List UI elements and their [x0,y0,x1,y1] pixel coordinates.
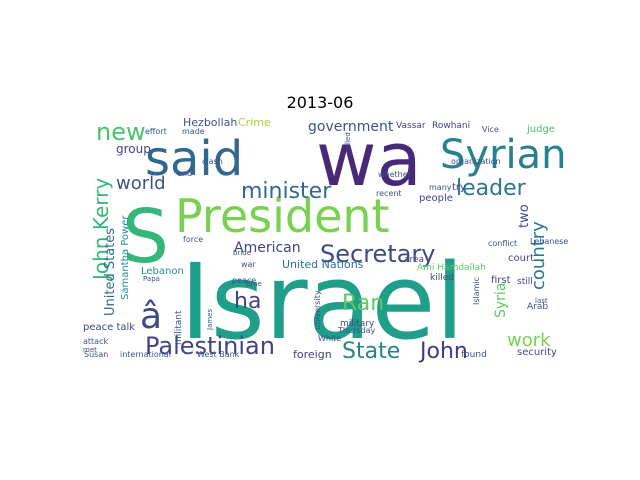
cloud-word: called [344,132,352,153]
cloud-word: John Kerry [89,178,113,282]
cloud-word: still [517,277,533,287]
cloud-word: Rowhani [432,121,470,131]
cloud-word: area [404,255,424,265]
cloud-word: recent [376,189,402,198]
cloud-word: found [461,350,487,360]
cloud-word: United States [103,228,118,316]
cloud-word: killed [430,273,454,283]
cloud-word: John [418,339,468,364]
cloud-word: Thursday [337,326,375,335]
cloud-word: State [342,339,400,364]
cloud-word: bride [233,249,251,257]
cloud-word: peace talk [83,322,135,333]
cloud-word: militant [174,310,184,345]
cloud-word: try [452,182,466,193]
cloud-word: many [429,183,452,192]
cloud-word: made [182,127,205,136]
cloud-word: Crime [238,116,271,129]
cloud-word: Secretary [320,240,436,268]
cloud-word: two [517,204,532,228]
cloud-word: attack [83,337,108,346]
cloud-word: security [517,347,557,358]
cloud-word: government [308,119,394,135]
cloud-word: wa [316,117,422,203]
cloud-word: peace [232,276,256,285]
cloud-word: organization [451,157,501,166]
cloud-word: Lebanese [530,237,568,246]
cloud-word: West Bank [197,350,240,359]
cloud-word: Hezbollah [183,116,237,129]
cloud-word: Lebanon [141,266,184,277]
cloud-word: Ami Hamdallah [417,263,486,273]
cloud-word: world [116,173,166,194]
cloud-word: leader [456,176,527,201]
cloud-word: Arab [527,302,548,312]
cloud-word: university [313,290,322,330]
cloud-word: new [96,118,146,146]
cloud-word: judge [526,124,555,135]
cloud-word: group [116,142,151,156]
cloud-word: effort [145,127,167,136]
cloud-word: time [246,280,262,288]
cloud-word: end [177,169,192,178]
cloud-word: war [241,260,256,269]
cloud-word: Islamic [472,277,481,305]
cloud-word: United Nations [282,258,364,271]
cloud-word: Israel [180,241,464,363]
word-cloud-title: 2013-06 [286,93,354,112]
cloud-word: international [120,350,171,359]
cloud-word: â [140,296,162,337]
cloud-word: met [83,346,97,354]
cloud-word: Ran [342,291,384,316]
cloud-word: minister [241,179,332,204]
cloud-word: American [234,240,301,256]
cloud-word: said [145,131,243,187]
cloud-word: force [183,235,203,244]
cloud-word: Vice [482,125,499,134]
cloud-word: work [507,330,551,351]
cloud-word: Palestinian [145,332,275,360]
cloud-word: Syria [493,283,509,318]
cloud-word: clash [202,157,223,166]
cloud-word: military [340,319,375,329]
cloud-word: White [318,334,341,343]
cloud-word: last [535,297,548,305]
cloud-word: people [419,193,453,204]
cloud-word: foreign [293,348,332,361]
cloud-word: Susan [84,350,108,359]
cloud-word: whether [378,170,412,179]
cloud-word: Samantha Power [120,215,131,300]
cloud-word: S [122,194,169,280]
cloud-word: James [206,309,214,331]
cloud-word: conflict [488,239,517,248]
cloud-word: Syrian [440,132,566,178]
cloud-word: ha [234,289,261,314]
cloud-word: Papa [143,275,160,283]
cloud-word: first [491,275,511,286]
cloud-word: country [528,221,549,290]
cloud-word: President [175,189,390,243]
cloud-word: Vassar [396,121,426,131]
cloud-word: court [508,253,534,264]
